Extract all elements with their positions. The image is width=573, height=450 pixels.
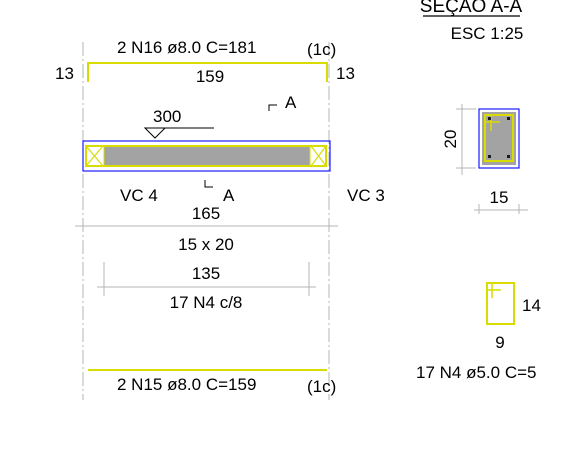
bottom-bar-suffix: (1c) bbox=[307, 377, 336, 396]
beam-concrete bbox=[104, 146, 310, 167]
bottom-bar-label: 2 N15 ø8.0 C=159 bbox=[117, 375, 256, 394]
cut-mark-bottom bbox=[204, 180, 213, 188]
right-support-label: VC 3 bbox=[347, 186, 385, 205]
section-title: SEÇÃO A-A bbox=[420, 0, 523, 17]
right-support-hatch bbox=[310, 145, 327, 167]
stirrup-detail-height: 14 bbox=[522, 296, 541, 315]
cross-section-stirrup bbox=[484, 114, 514, 162]
beam-width-label: 300 bbox=[153, 107, 181, 126]
span-label: 165 bbox=[192, 204, 220, 223]
left-support-label: VC 4 bbox=[120, 186, 158, 205]
stirrup-detail-label: 17 N4 ø5.0 C=5 bbox=[416, 363, 537, 382]
top-rebar bbox=[87, 62, 328, 82]
stirrup-zone-length: 135 bbox=[192, 264, 220, 283]
stirrup-ticks bbox=[103, 146, 311, 166]
cut-mark-top-label: A bbox=[285, 93, 297, 112]
stirrup-spacing-label: 17 N4 c/8 bbox=[170, 293, 243, 312]
cross-section-outline bbox=[478, 108, 520, 169]
section-scale: ESC 1:25 bbox=[451, 24, 524, 43]
level-triangle bbox=[143, 127, 167, 139]
beam-outline bbox=[82, 140, 331, 172]
beam-rebar-cage bbox=[85, 145, 327, 167]
stirrup-detail-width: 9 bbox=[495, 333, 504, 352]
top-bar-right-hook: 13 bbox=[336, 64, 355, 83]
cut-mark-bottom-label: A bbox=[223, 186, 235, 205]
stirrup-detail-shape bbox=[486, 282, 515, 325]
section-size-label: 15 x 20 bbox=[178, 235, 234, 254]
top-bar-length: 159 bbox=[196, 67, 224, 86]
top-bar-left-hook: 13 bbox=[55, 64, 74, 83]
cross-section-concrete bbox=[482, 112, 516, 165]
cross-section-height: 20 bbox=[441, 130, 460, 149]
stirrup-detail-hook bbox=[487, 283, 501, 298]
left-support-hatch bbox=[85, 145, 104, 167]
cross-section-rebars bbox=[488, 117, 510, 158]
cross-section-width: 15 bbox=[490, 188, 509, 207]
top-bar-suffix: (1c) bbox=[307, 40, 336, 59]
top-bar-label: 2 N16 ø8.0 C=181 bbox=[117, 38, 256, 57]
cut-mark-top bbox=[268, 104, 277, 111]
